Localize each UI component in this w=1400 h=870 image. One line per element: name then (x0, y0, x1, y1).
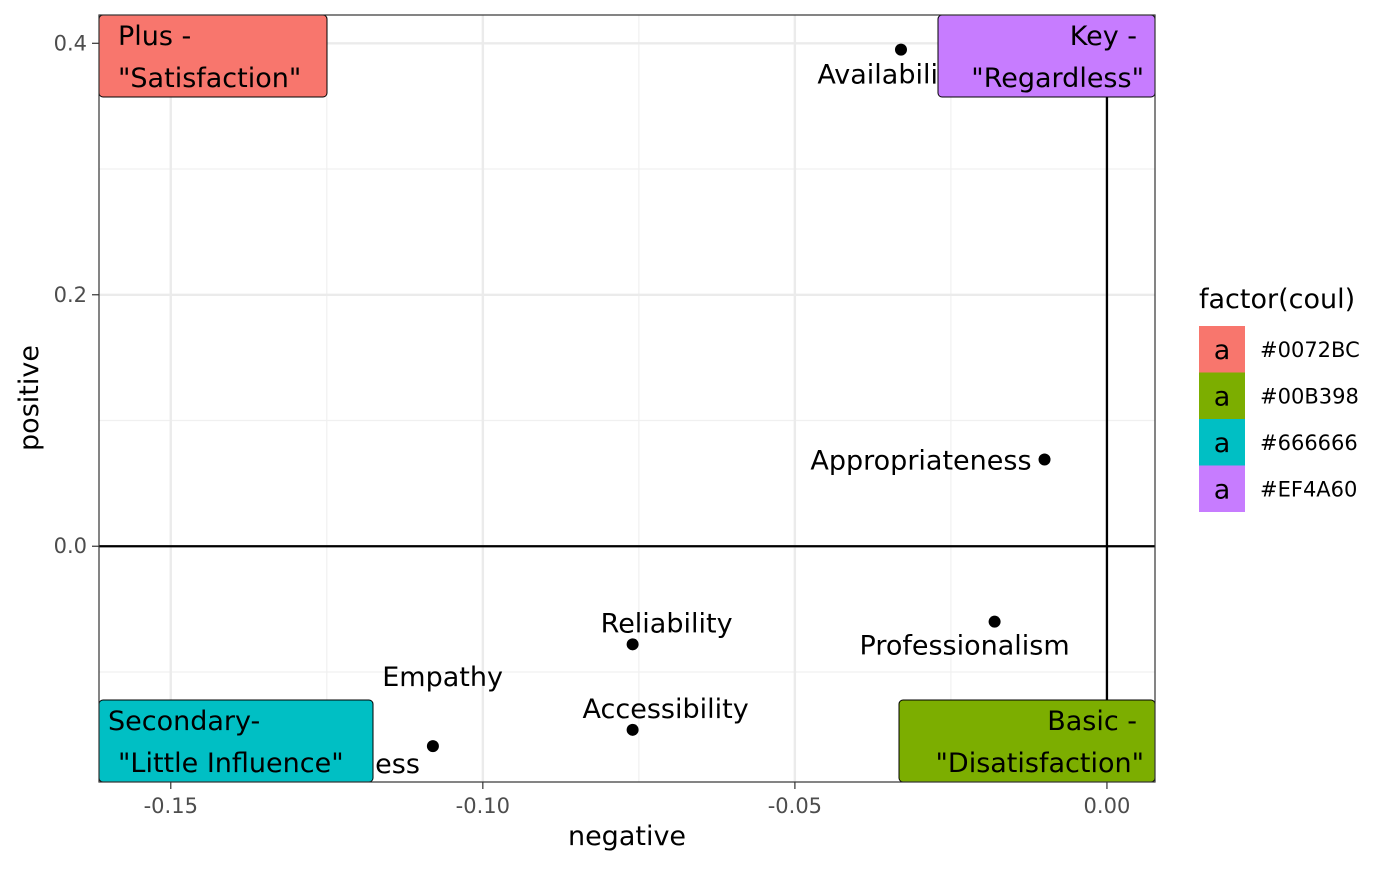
point-label: Empathy (382, 662, 503, 693)
legend-key (1199, 465, 1245, 512)
point-label: Appropriateness (810, 445, 1031, 476)
y-tick-label: 0.2 (54, 283, 87, 307)
legend: factor(coul) a #0072BC a #00B398 a #666666 a #E… (1199, 284, 1360, 512)
point-label: Professionalism (860, 631, 1070, 662)
legend-item-label: #EF4A60 (1260, 478, 1357, 502)
x-axis-title: negative (568, 821, 686, 852)
y-axis-title: positive (14, 345, 45, 451)
panel-background (99, 15, 1155, 782)
reference-lines (99, 15, 1155, 782)
y-tick-label: 0.0 (54, 534, 87, 558)
legend-title: factor(coul) (1199, 284, 1355, 315)
legend-key (1199, 419, 1245, 466)
legend-key-glyph: a (1214, 428, 1231, 459)
point-label: Reliability (601, 608, 733, 639)
legend-item-label: #00B398 (1260, 385, 1359, 409)
x-tick-label: -0.15 (144, 794, 198, 818)
quadrant-box-label: "Disatisfaction" (935, 748, 1144, 779)
y-axis: 0.0 0.2 0.4 (54, 31, 99, 558)
quadrant-box-label: Basic - (1047, 706, 1137, 737)
quadrant-box-label: Plus - (118, 21, 191, 52)
quadrant-box (99, 15, 328, 98)
data-point (894, 43, 907, 56)
x-axis: -0.15 -0.10 -0.05 0.00 (144, 782, 1131, 818)
quadrant-box (99, 699, 374, 782)
legend-item-label: #0072BC (1260, 338, 1360, 362)
legend-key-glyph: a (1214, 475, 1231, 506)
legend-key (1199, 326, 1245, 373)
quadrant-box-label: Key - (1070, 21, 1137, 52)
x-tick-label: -0.05 (768, 794, 822, 818)
x-tick-label: 0.00 (1084, 794, 1131, 818)
quadrant-box-label: "Regardless" (971, 63, 1144, 94)
quadrant-boxes: Plus - "Satisfaction" Key - "Regardless" Sec… (99, 15, 1155, 782)
quadrant-box-label: "Satisfaction" (118, 63, 301, 94)
legend-key-glyph: a (1214, 335, 1231, 366)
legend-key (1199, 372, 1245, 419)
x-tick-label: -0.10 (456, 794, 510, 818)
panel-border (98, 14, 1156, 783)
y-tick-label: 0.4 (54, 31, 87, 55)
data-point (626, 723, 639, 736)
quadrant-box-label: Secondary- (108, 706, 260, 737)
quadrant-box (898, 699, 1155, 782)
legend-item-label: #666666 (1260, 431, 1358, 455)
data-points (426, 43, 1051, 753)
data-point (426, 740, 439, 753)
data-point (626, 638, 639, 651)
point-label: Accessibility (583, 694, 749, 725)
legend-key-glyph: a (1214, 382, 1231, 413)
data-point (988, 615, 1001, 628)
data-point (1038, 453, 1051, 466)
quadrant-box-label: "Little Influence" (118, 748, 344, 779)
quadrant-box (937, 15, 1155, 98)
